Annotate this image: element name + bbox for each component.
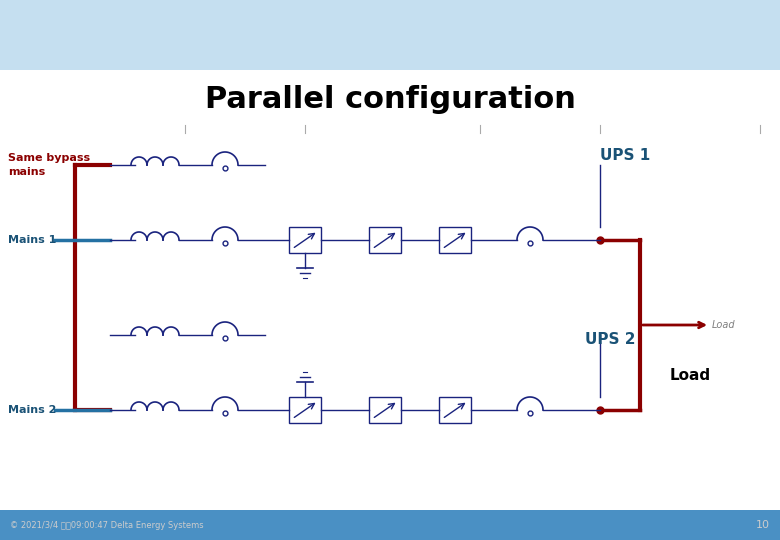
Text: Parallel configuration: Parallel configuration	[204, 85, 576, 114]
Text: Load: Load	[669, 368, 711, 382]
Bar	[289, 397, 321, 423]
Text: Mains 2: Mains 2	[8, 405, 56, 415]
Text: Mains 1: Mains 1	[8, 235, 56, 245]
Bar	[369, 397, 401, 423]
Bar	[289, 227, 321, 253]
Text: Same bypass: Same bypass	[8, 153, 90, 163]
Text: Load: Load	[712, 320, 736, 330]
Bar	[369, 227, 401, 253]
Text: © 2021/3/4 上卉09:00:47 Delta Energy Systems: © 2021/3/4 上卉09:00:47 Delta Energy Syste…	[10, 521, 204, 530]
Bar	[439, 227, 471, 253]
Bar	[439, 397, 471, 423]
Text: UPS 1: UPS 1	[600, 147, 651, 163]
Text: mains: mains	[8, 167, 45, 177]
Bar	[0, 510, 780, 540]
Text: UPS 2: UPS 2	[585, 333, 636, 348]
Text: 10: 10	[756, 520, 770, 530]
Bar	[0, 0, 780, 70]
